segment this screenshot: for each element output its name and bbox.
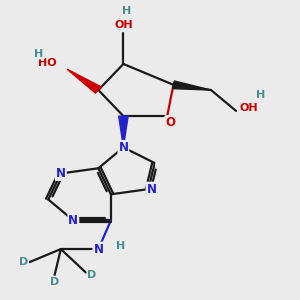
Text: N: N xyxy=(93,243,103,256)
Text: D: D xyxy=(50,277,59,287)
Text: N: N xyxy=(118,141,128,154)
Text: H: H xyxy=(122,5,131,16)
Text: N: N xyxy=(56,167,66,180)
Polygon shape xyxy=(173,81,211,90)
Text: HO: HO xyxy=(38,58,56,68)
Text: N: N xyxy=(68,214,78,227)
Text: D: D xyxy=(88,270,97,280)
Text: O: O xyxy=(165,116,175,129)
Text: OH: OH xyxy=(114,20,133,30)
Text: H: H xyxy=(34,49,44,58)
Text: H: H xyxy=(116,242,125,251)
Polygon shape xyxy=(67,69,101,93)
Text: D: D xyxy=(19,257,28,267)
Text: N: N xyxy=(147,183,157,196)
Text: H: H xyxy=(256,90,266,100)
Polygon shape xyxy=(119,116,128,147)
Text: OH: OH xyxy=(239,103,258,113)
